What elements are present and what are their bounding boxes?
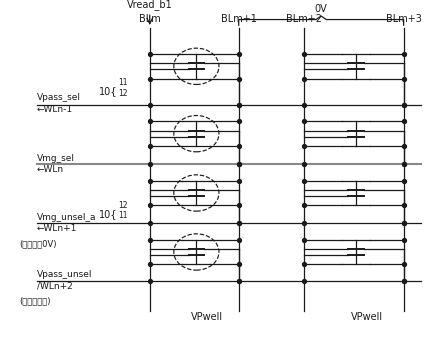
Text: 12: 12 bbox=[118, 201, 128, 209]
Text: ←WLn: ←WLn bbox=[37, 165, 64, 174]
Text: /WLn+2: /WLn+2 bbox=[37, 282, 72, 291]
Text: Vmg_sel: Vmg_sel bbox=[37, 154, 75, 163]
Text: VPwell: VPwell bbox=[191, 312, 224, 322]
Text: ←WLn+1: ←WLn+1 bbox=[37, 224, 77, 233]
Text: BLm+1: BLm+1 bbox=[221, 14, 256, 24]
Text: BLm+2: BLm+2 bbox=[286, 14, 322, 24]
Text: 10{: 10{ bbox=[99, 86, 117, 96]
Text: 12: 12 bbox=[118, 89, 128, 97]
Text: 10{: 10{ bbox=[99, 209, 117, 219]
Text: BLm+3: BLm+3 bbox=[386, 14, 421, 24]
Text: 11: 11 bbox=[118, 78, 128, 87]
Text: Vread_b1: Vread_b1 bbox=[127, 0, 173, 10]
Text: (关断负电压): (关断负电压) bbox=[20, 297, 51, 306]
Text: BLm: BLm bbox=[139, 14, 161, 24]
Text: Vpass_sel: Vpass_sel bbox=[37, 93, 81, 102]
Text: (负电压或0V): (负电压或0V) bbox=[20, 239, 57, 248]
Text: ←WLn-1: ←WLn-1 bbox=[37, 105, 73, 114]
Text: 11: 11 bbox=[118, 211, 128, 220]
Text: Vpass_unsel: Vpass_unsel bbox=[37, 270, 92, 279]
Text: VPwell: VPwell bbox=[351, 312, 383, 322]
Text: 0V: 0V bbox=[315, 4, 328, 14]
Text: Vmg_unsel_a: Vmg_unsel_a bbox=[37, 213, 96, 222]
